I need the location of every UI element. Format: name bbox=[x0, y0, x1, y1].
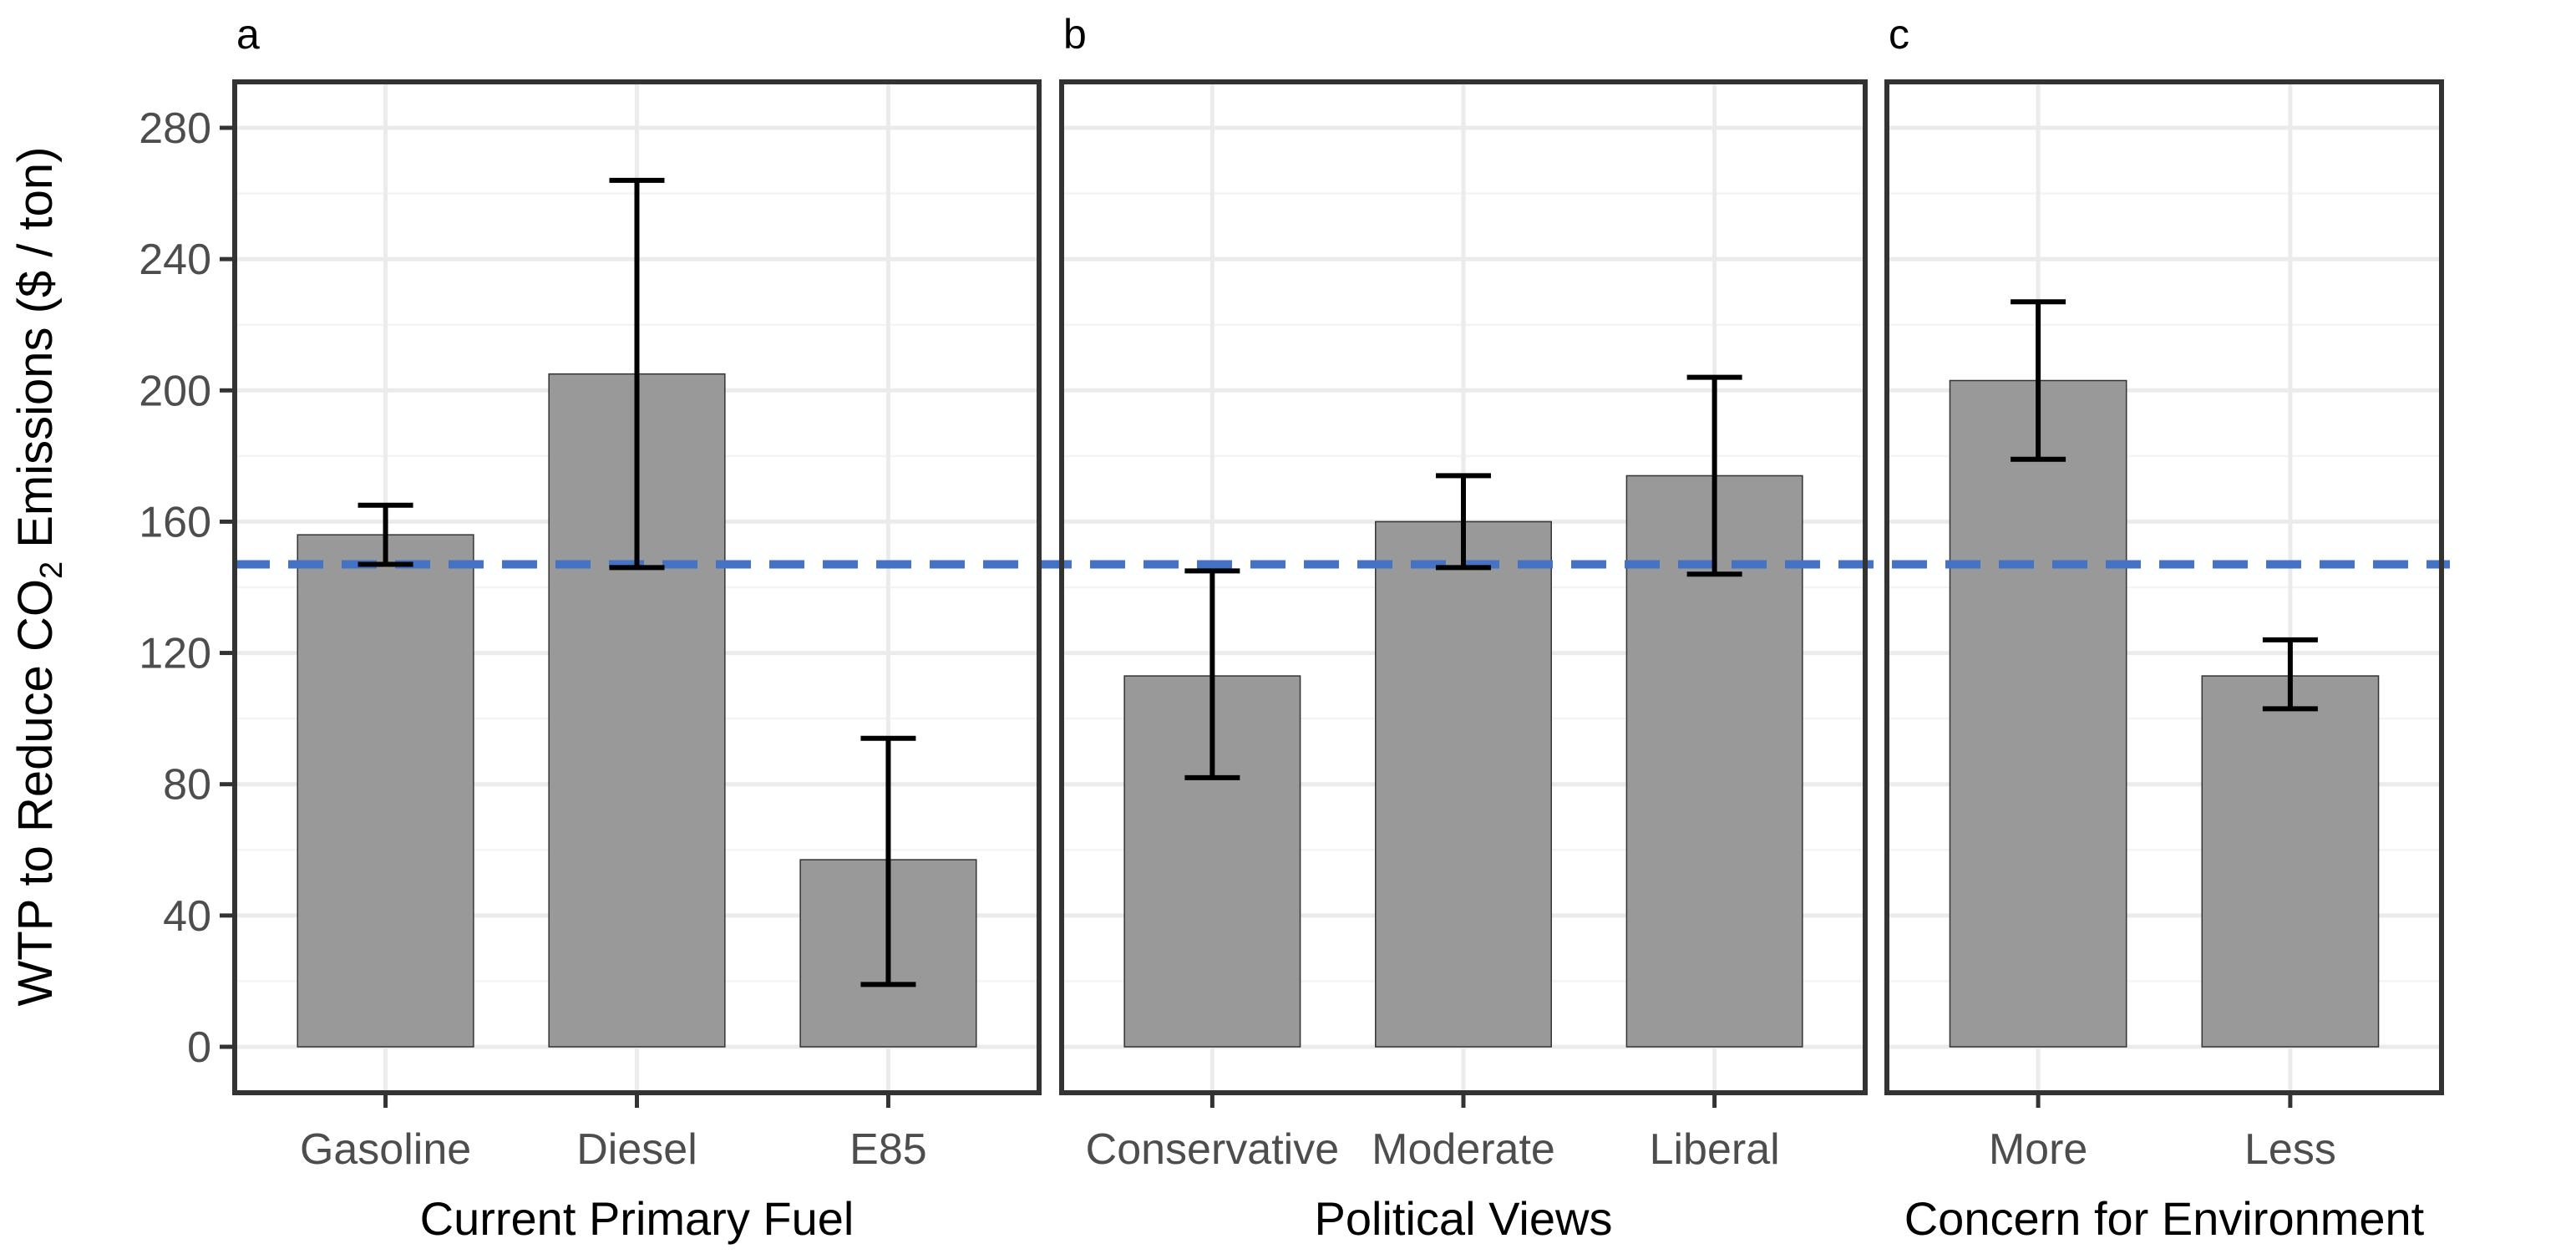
y-tick-label: 200 bbox=[139, 367, 211, 415]
y-axis-label-subscript: 2 bbox=[34, 561, 69, 579]
x-tick-label-moderate: Moderate bbox=[1372, 1125, 1555, 1174]
bar-layer bbox=[297, 373, 2380, 1048]
panel-frame-layer bbox=[232, 79, 2444, 1095]
panel-label-c: c bbox=[1889, 11, 1909, 58]
y-tick-label: 40 bbox=[163, 892, 211, 941]
x-tick-label-liberal: Liberal bbox=[1650, 1125, 1780, 1174]
bar-less bbox=[2201, 675, 2380, 1048]
y-axis-label-suffix: Emissions ($ / ton) bbox=[8, 147, 63, 561]
x-tick-label-e85: E85 bbox=[849, 1125, 927, 1174]
errorbar-layer bbox=[357, 177, 2318, 987]
bar-more bbox=[1949, 379, 2127, 1048]
panel-frame-a bbox=[232, 79, 1042, 1095]
y-axis-label: WTP to Reduce CO2 Emissions ($ / ton) bbox=[8, 147, 69, 1007]
panel-frame-c bbox=[1884, 79, 2444, 1095]
x-tick-label-more: More bbox=[1989, 1125, 2087, 1174]
y-tick-label: 240 bbox=[139, 236, 211, 284]
y-tick-label: 120 bbox=[139, 630, 211, 678]
text-layer: a Gasoline Diesel E85 Current Primary Fuel b C… bbox=[139, 11, 2424, 1245]
bar-moderate bbox=[1375, 520, 1552, 1048]
y-tick-label: 80 bbox=[163, 761, 211, 810]
y-tick-label: 0 bbox=[187, 1023, 211, 1072]
x-axis-label-c: Concern for Environment bbox=[1904, 1192, 2425, 1245]
x-tick-label-gasoline: Gasoline bbox=[300, 1125, 471, 1174]
x-tick-label-less: Less bbox=[2244, 1125, 2336, 1174]
y-tick-label: 160 bbox=[139, 498, 211, 546]
panel-label-a: a bbox=[236, 11, 260, 58]
x-tick-label-diesel: Diesel bbox=[576, 1125, 697, 1174]
y-axis-label-prefix: WTP to Reduce CO bbox=[8, 579, 63, 1006]
y-tick-label: 280 bbox=[139, 104, 211, 153]
bar-gasoline bbox=[297, 534, 474, 1048]
panel-label-b: b bbox=[1063, 11, 1087, 58]
x-axis-label-a: Current Primary Fuel bbox=[420, 1192, 854, 1245]
x-axis-label-b: Political Views bbox=[1315, 1192, 1613, 1245]
x-tick-label-conservative: Conservative bbox=[1086, 1125, 1339, 1174]
panel-frame-b bbox=[1059, 79, 1868, 1095]
